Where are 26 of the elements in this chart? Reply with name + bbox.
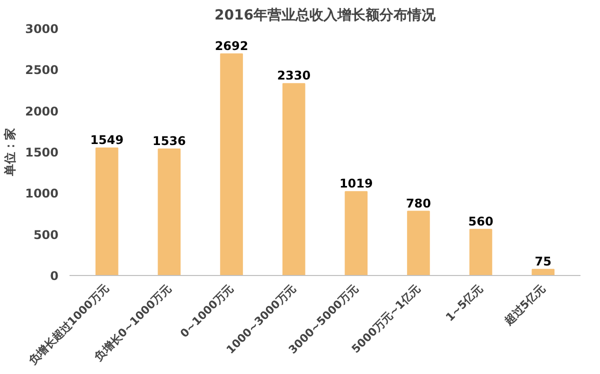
data-label: 1019 <box>339 176 373 191</box>
bar <box>469 228 492 276</box>
y-tick-label: 2000 <box>25 104 59 118</box>
bar <box>282 83 306 276</box>
y-tick-label: 1000 <box>25 186 59 201</box>
data-label: 560 <box>468 214 494 228</box>
y-tick-label: 0 <box>50 269 59 283</box>
data-label: 1536 <box>152 134 186 148</box>
bar <box>220 53 243 276</box>
y-tick-label: 2500 <box>25 63 59 78</box>
bar <box>407 210 430 276</box>
bar <box>344 191 368 276</box>
x-tick-label: 超过5亿元 <box>501 282 548 328</box>
data-label: 75 <box>534 254 552 268</box>
y-tick-label: 500 <box>33 228 59 242</box>
y-axis-title: 单位：家 <box>3 128 18 177</box>
bar <box>532 268 555 276</box>
bar <box>95 147 118 276</box>
y-tick-label: 3000 <box>25 22 59 36</box>
chart-title: 2016年营业总收入增长额分布情况 <box>214 6 436 24</box>
data-label: 2692 <box>214 38 248 53</box>
y-tick-label: 1500 <box>25 146 59 160</box>
bar <box>158 148 181 276</box>
data-label: 2330 <box>277 68 311 83</box>
data-label: 1549 <box>90 132 124 147</box>
data-label: 780 <box>406 196 432 210</box>
